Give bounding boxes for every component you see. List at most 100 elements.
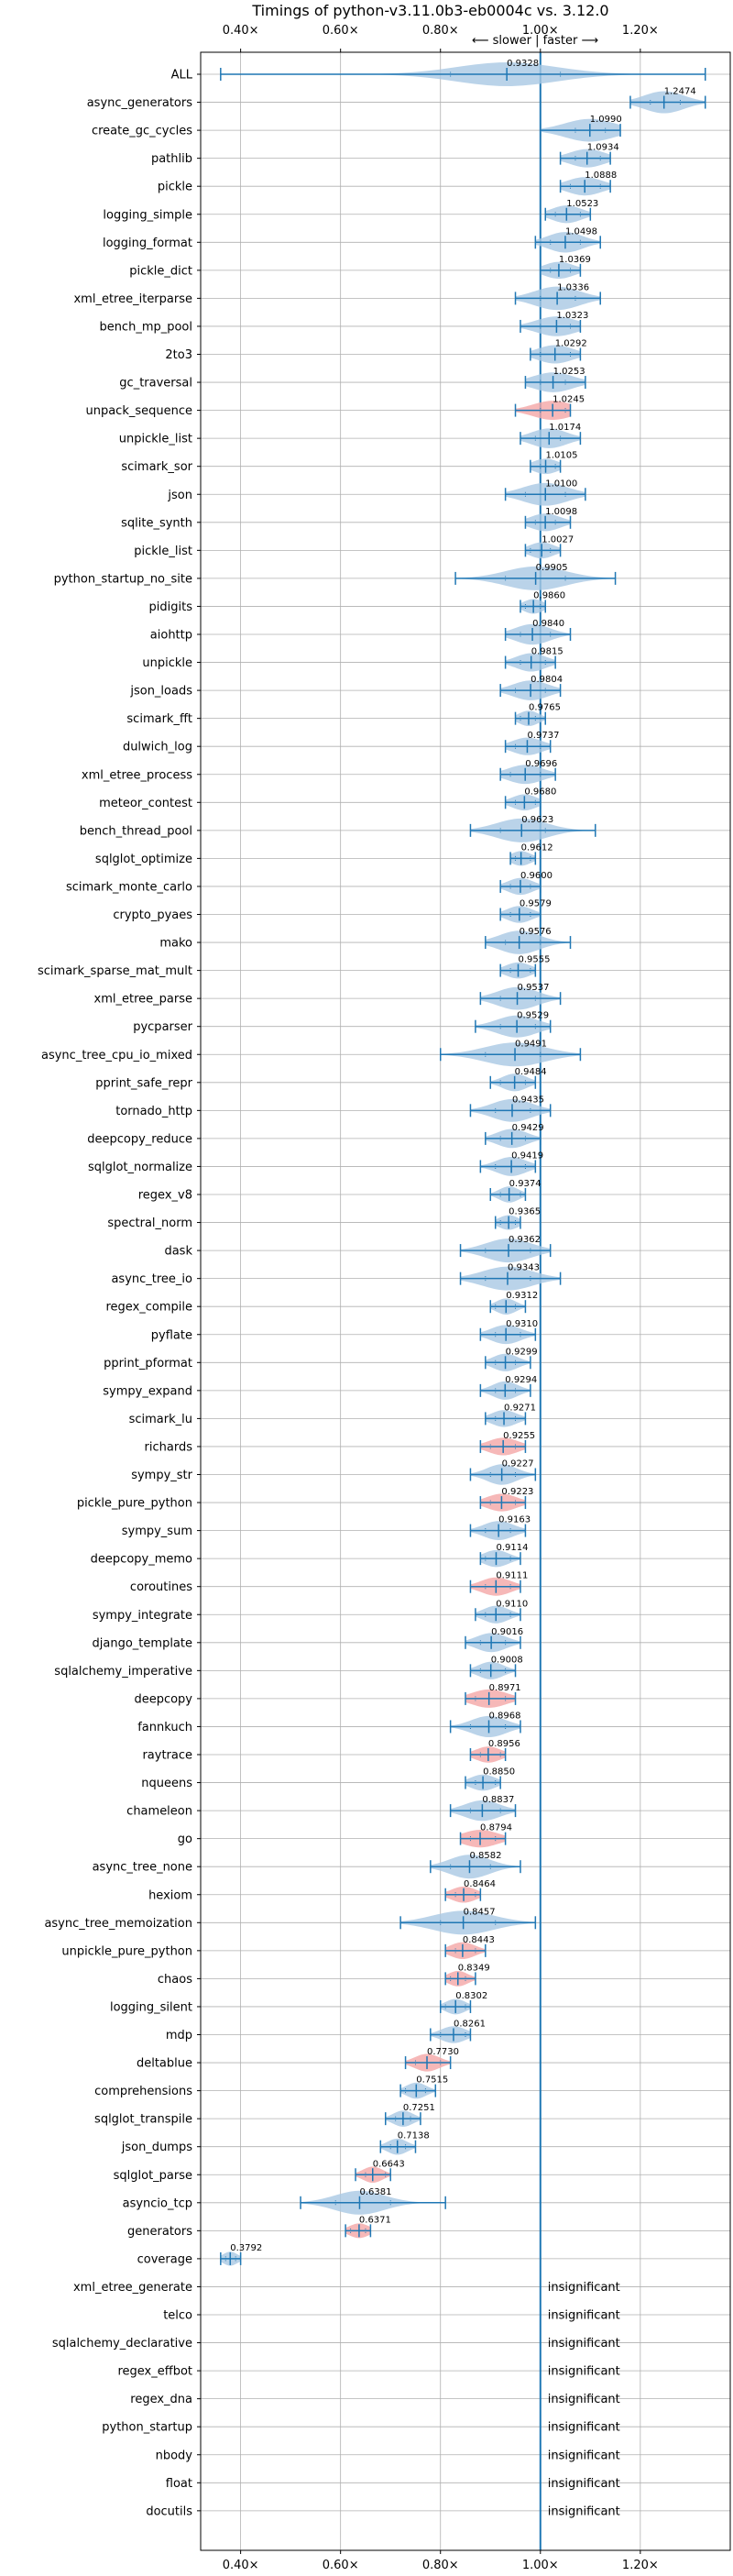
value-label: 0.9374 xyxy=(509,1179,542,1189)
value-label: 0.9680 xyxy=(524,787,556,797)
row-label: async_tree_memoization xyxy=(44,1917,192,1931)
row-label: sympy_str xyxy=(131,1469,192,1482)
value-label: 0.8457 xyxy=(464,1907,496,1917)
x-tick-label-top: 1.00× xyxy=(522,24,559,38)
row-label: logging_simple xyxy=(103,208,192,222)
value-label: 0.9343 xyxy=(508,1263,540,1273)
row-label: regex_compile xyxy=(105,1301,192,1315)
row-label: float xyxy=(166,2477,192,2491)
row-label: generators xyxy=(127,2225,192,2239)
chart-title: Timings of python-v3.11.0b3-eb0004c vs. … xyxy=(251,2,608,19)
value-label: 0.8464 xyxy=(464,1879,496,1889)
row-label: raytrace xyxy=(142,1749,192,1763)
row-label: async_tree_io xyxy=(111,1272,192,1286)
value-label: 0.9484 xyxy=(515,1067,547,1077)
row-label: docutils xyxy=(146,2504,192,2518)
value-label: 0.8794 xyxy=(480,1823,512,1833)
row-label: sympy_sum xyxy=(122,1525,192,1538)
row-label: scimark_monte_carlo xyxy=(66,880,192,894)
row-label: sympy_expand xyxy=(103,1384,192,1398)
insignificant-label: insignificant xyxy=(548,2393,620,2406)
value-label: 0.9600 xyxy=(520,871,552,881)
row-label: deltablue xyxy=(137,2057,192,2071)
value-label: 0.9362 xyxy=(509,1235,541,1245)
insignificant-label: insignificant xyxy=(548,2309,620,2323)
row-label: fannkuch xyxy=(137,1721,192,1734)
value-label: 0.8971 xyxy=(489,1683,521,1693)
row-label: coroutines xyxy=(130,1580,192,1594)
row-label: xml_etree_parse xyxy=(94,993,192,1007)
row-label: pprint_safe_repr xyxy=(95,1076,192,1090)
value-label: 0.9365 xyxy=(509,1207,541,1217)
value-label: 0.9576 xyxy=(520,927,552,937)
row-label: scimark_sor xyxy=(121,460,192,474)
row-label: unpickle xyxy=(142,656,192,670)
value-label: 0.9435 xyxy=(512,1095,544,1105)
insignificant-label: insignificant xyxy=(548,2449,620,2462)
row-label: dask xyxy=(164,1245,192,1259)
value-label: 1.0888 xyxy=(585,171,617,181)
x-tick-label-top: 1.20× xyxy=(622,24,659,38)
row-label: gc_traversal xyxy=(119,377,192,391)
row-label: richards xyxy=(145,1440,193,1454)
value-label: 0.8582 xyxy=(469,1851,501,1861)
value-label: 1.0098 xyxy=(545,507,577,517)
value-label: 1.0292 xyxy=(555,339,587,349)
value-label: 0.8956 xyxy=(488,1739,520,1749)
value-label: 0.7730 xyxy=(427,2047,459,2057)
value-label: 0.7138 xyxy=(398,2131,430,2141)
row-label: pickle_dict xyxy=(129,264,192,278)
row-label: nqueens xyxy=(141,1777,192,1790)
row-label: sqlglot_normalize xyxy=(88,1161,192,1174)
row-label: go xyxy=(178,1833,192,1846)
row-label: async_generators xyxy=(87,96,193,110)
row-label: xml_etree_iterparse xyxy=(73,292,192,306)
grid-layer xyxy=(197,49,730,2554)
value-label: 0.9310 xyxy=(506,1319,538,1329)
insignificant-label: insignificant xyxy=(548,2281,620,2295)
row-label: logging_silent xyxy=(110,2000,192,2014)
insignificant-label: insignificant xyxy=(548,2477,620,2491)
value-label: 0.9328 xyxy=(507,59,539,69)
row-label: xml_etree_process xyxy=(82,768,192,782)
value-label: 0.6371 xyxy=(359,2215,391,2225)
label-layer: 0.40× 0.40× 0.60× 0.60× 0.80× 0.80× 1.00× 1.00×… xyxy=(38,24,696,2572)
plot-frame xyxy=(200,51,731,2551)
value-label: 0.9612 xyxy=(521,842,553,853)
row-label: bench_thread_pool xyxy=(80,824,192,838)
value-label: 0.7251 xyxy=(403,2103,435,2113)
row-label: mdp xyxy=(166,2029,192,2042)
value-label: 1.0174 xyxy=(549,423,581,433)
value-label: 0.9696 xyxy=(525,759,557,769)
value-label: 1.0245 xyxy=(552,395,585,405)
row-label: comprehensions xyxy=(94,2085,192,2098)
row-label: sqlglot_parse xyxy=(114,2169,192,2183)
value-label: 0.9223 xyxy=(501,1487,533,1497)
row-label: pickle xyxy=(158,181,192,194)
row-label: sqlglot_transpile xyxy=(94,2113,192,2127)
value-label: 0.9579 xyxy=(520,899,552,909)
row-label: sqlite_synth xyxy=(121,516,192,530)
insignificant-label: insignificant xyxy=(548,2421,620,2435)
value-label: 0.9312 xyxy=(506,1291,538,1301)
row-label: asyncio_tcp xyxy=(123,2196,192,2210)
row-label: coverage xyxy=(137,2252,192,2266)
row-label: 2to3 xyxy=(165,348,192,362)
row-label: python_startup xyxy=(102,2421,192,2435)
row-label: sqlalchemy_declarative xyxy=(52,2337,192,2350)
row-label: json_loads xyxy=(129,685,192,699)
value-label: 1.0934 xyxy=(587,143,619,153)
row-label: sympy_integrate xyxy=(93,1609,192,1623)
row-label: meteor_contest xyxy=(99,797,192,810)
value-label: 0.8302 xyxy=(455,1991,487,2001)
value-label: 0.8349 xyxy=(458,1963,490,1973)
row-label: pickle_list xyxy=(134,545,192,558)
row-label: sqlglot_optimize xyxy=(95,853,192,866)
value-label: 0.9537 xyxy=(518,983,550,993)
row-label: django_template xyxy=(93,1636,192,1650)
value-label: 0.9429 xyxy=(512,1123,544,1133)
value-label: 0.9271 xyxy=(504,1403,536,1413)
value-label: 0.9555 xyxy=(519,955,551,965)
x-tick-label-bottom: 1.20× xyxy=(622,2559,659,2572)
